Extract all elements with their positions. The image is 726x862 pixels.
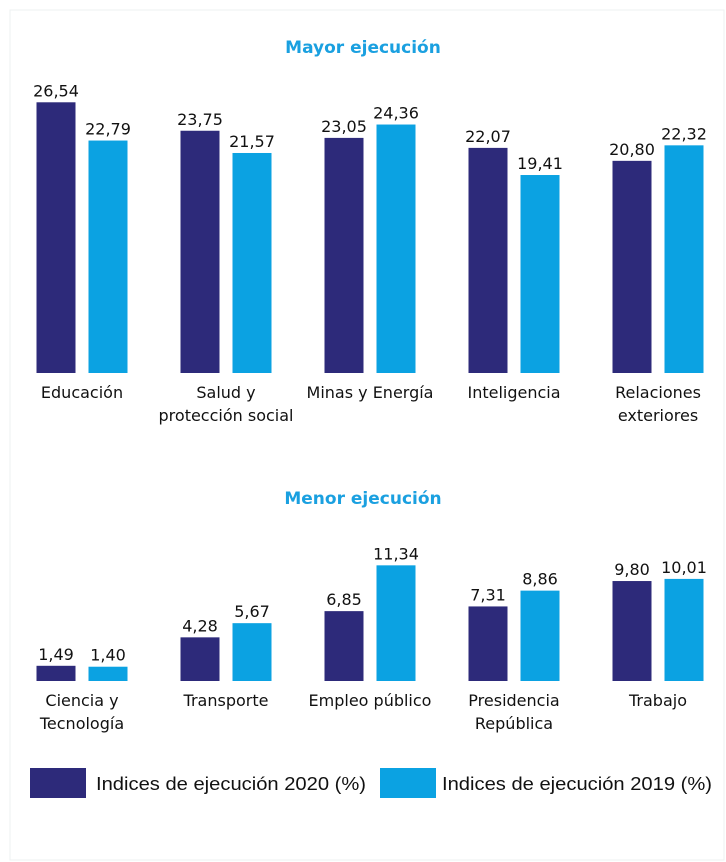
bar xyxy=(36,102,76,374)
data-label: 11,34 xyxy=(373,544,419,563)
frame xyxy=(9,9,725,861)
bar xyxy=(376,124,416,373)
bar xyxy=(324,611,364,681)
x-tick-label: Trabajo xyxy=(629,691,687,710)
bar xyxy=(612,581,652,681)
data-label: 1,40 xyxy=(90,646,126,665)
data-label: 22,32 xyxy=(661,124,707,143)
legend-label: Indices de ejecución 2019 (%) xyxy=(442,774,712,794)
data-label: 8,86 xyxy=(522,570,558,589)
data-label: 5,67 xyxy=(234,602,270,621)
data-label: 22,79 xyxy=(85,120,131,139)
bar xyxy=(612,160,652,373)
bar xyxy=(376,565,416,681)
bar xyxy=(88,666,128,681)
data-label: 9,80 xyxy=(614,560,650,579)
x-tick-label: Transporte xyxy=(183,691,269,710)
legend-swatch xyxy=(380,768,436,798)
x-tick-label: Salud y protección social xyxy=(158,383,294,425)
chart-title: Menor ejecución xyxy=(284,489,441,509)
bar xyxy=(520,175,560,373)
legend-swatch xyxy=(30,768,86,798)
bar xyxy=(232,152,272,373)
chart-title: Mayor ejecución xyxy=(285,38,441,58)
x-tick-label: Ciencia y Tecnología xyxy=(39,691,125,733)
data-label: 24,36 xyxy=(373,104,419,123)
data-label: 23,05 xyxy=(321,117,367,136)
legend-label: Indices de ejecución 2020 (%) xyxy=(96,774,366,794)
data-label: 23,75 xyxy=(177,110,223,129)
data-label: 22,07 xyxy=(465,127,511,146)
bar xyxy=(232,623,272,681)
x-tick-label: Relaciones exteriores xyxy=(615,383,701,425)
bar xyxy=(468,606,508,681)
x-tick-label: Presidencia República xyxy=(468,691,560,733)
data-label: 6,85 xyxy=(326,590,362,609)
x-tick-label: Minas y Energía xyxy=(306,383,434,402)
data-label: 4,28 xyxy=(182,616,218,635)
data-label: 1,49 xyxy=(38,645,74,664)
data-label: 7,31 xyxy=(470,585,506,604)
bar xyxy=(36,665,76,681)
data-label: 26,54 xyxy=(33,81,79,100)
x-tick-label: Educación xyxy=(40,383,124,402)
bar xyxy=(468,147,508,373)
bar xyxy=(180,637,220,681)
data-label: 19,41 xyxy=(517,154,563,173)
x-tick-label: Inteligencia xyxy=(467,383,561,402)
bar xyxy=(520,590,560,681)
data-label: 21,57 xyxy=(229,132,275,151)
bar xyxy=(88,140,128,373)
bar xyxy=(664,578,704,681)
bar xyxy=(180,130,220,373)
data-label: 20,80 xyxy=(609,140,655,159)
bar xyxy=(664,145,704,373)
data-label: 10,01 xyxy=(661,558,707,577)
bar xyxy=(324,137,364,373)
x-tick-label: Empleo público xyxy=(308,691,432,710)
